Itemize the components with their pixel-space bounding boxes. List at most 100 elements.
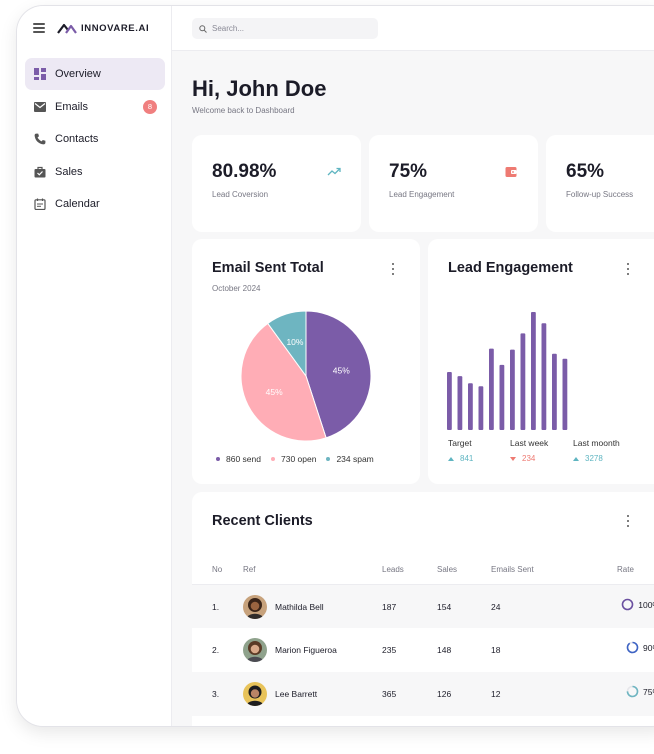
bar: [468, 383, 473, 430]
sidebar-item-sales[interactable]: Sales: [25, 156, 165, 188]
pie-slice: [305, 310, 372, 439]
rate-cell: 90%: [626, 641, 654, 654]
stat-value: 65%: [566, 161, 605, 182]
sidebar-item-label: Overview: [55, 68, 101, 80]
stat-label: Last week: [510, 438, 549, 448]
bar: [552, 353, 557, 430]
rate-value: 90%: [642, 642, 654, 653]
sidebar-nav: Overview Emails 8 Contacts Sales: [25, 58, 165, 221]
stat-value: 841: [448, 454, 473, 463]
bar: [499, 364, 505, 430]
engagement-stat-last-month: Last moonth 3278: [573, 438, 620, 463]
bar-chart: [447, 312, 568, 430]
sidebar-item-label: Sales: [55, 165, 83, 178]
search-input[interactable]: [212, 24, 372, 33]
page-subtitle: Welcome back to Dashboard: [192, 106, 295, 115]
bar: [447, 372, 452, 430]
stat-number: 234: [522, 454, 536, 463]
sales-cell: 154: [437, 602, 452, 612]
pie-slice-label: 45%: [333, 365, 350, 375]
card-title: Email Sent Total: [212, 260, 324, 276]
engagement-stat-target: Target 841: [448, 438, 473, 463]
more-options-icon[interactable]: [625, 262, 631, 276]
stat-label: Target: [448, 438, 472, 448]
bar: [489, 348, 494, 430]
pie-slice: [240, 322, 327, 442]
column-header-ref: Ref: [243, 565, 256, 574]
sidebar-item-contacts[interactable]: Contacts: [25, 123, 165, 155]
more-options-icon[interactable]: [390, 262, 396, 276]
sidebar-item-overview[interactable]: Overview: [25, 58, 165, 90]
legend-label: 860 send: [226, 454, 261, 464]
trending-up-icon: [327, 165, 341, 179]
card-subtitle: October 2024: [212, 284, 261, 293]
wallet-icon: [504, 165, 518, 179]
rate-value: 100%: [638, 599, 654, 610]
bar: [541, 323, 547, 430]
stat-card-follow-up: 65% Follow-up Success: [546, 135, 654, 232]
shopping-bag-icon: [34, 166, 46, 178]
stat-card-lead-conversion: 80.98% Lead Coversion: [192, 135, 361, 232]
sidebar-item-calendar[interactable]: Calendar: [25, 188, 165, 220]
pie-slice: [267, 310, 307, 378]
engagement-stat-last-week: Last week 234: [510, 438, 548, 463]
column-header-leads: Leads: [382, 565, 404, 574]
legend-swatch: [326, 457, 331, 461]
sidebar-item-label: Contacts: [55, 133, 99, 145]
table-row[interactable]: 2. Marion Figueroa 235 148 18 90%: [192, 628, 654, 672]
stat-label: Lead Engagement: [389, 190, 455, 199]
stat-number: 3278: [585, 454, 603, 463]
emails-cell: 24: [491, 602, 501, 612]
sidebar-item-label: Emails: [55, 100, 89, 113]
stat-value: 75%: [389, 161, 428, 182]
page-title: Hi, John Doe: [192, 76, 327, 101]
chart-legend: 860 send 730 open 234 spam: [216, 454, 384, 464]
search-box[interactable]: [192, 18, 378, 39]
row-number: 1.: [212, 602, 220, 612]
legend-swatch: [270, 457, 275, 461]
bar: [520, 333, 526, 430]
table-row[interactable]: 1. Mathilda Bell 187 154 24 100%: [192, 584, 654, 628]
stat-card-lead-engagement: 75% Lead Engagement: [369, 135, 538, 232]
rate-ring-icon: [626, 641, 639, 654]
hamburger-menu-icon[interactable]: [33, 23, 45, 33]
legend-item: 860 send: [216, 454, 261, 464]
search-icon: [199, 24, 207, 33]
sidebar: INNOVARE.AI Overview Emails 8 Conta: [17, 6, 172, 726]
bar: [510, 349, 515, 430]
legend-label: 730 open: [280, 454, 317, 464]
recent-clients-card: Recent Clients No Ref Leads Sales Emails…: [192, 492, 654, 726]
leads-cell: 235: [382, 645, 397, 655]
column-header-emails-sent: Emails Sent: [491, 565, 534, 574]
client-name: Mathilda Bell: [275, 602, 324, 612]
calendar-icon: [34, 198, 46, 210]
brand-name: INNOVARE.AI: [81, 22, 150, 34]
sidebar-item-label: Calendar: [55, 198, 100, 210]
table-row[interactable]: 3. Lee Barrett 365 126 12 75%: [192, 672, 654, 716]
phone-icon: [34, 133, 46, 145]
avatar: [243, 682, 267, 706]
app-window: INNOVARE.AI Overview Emails 8 Conta: [17, 6, 654, 726]
rate-cell: 75%: [626, 685, 654, 698]
bar: [531, 312, 536, 430]
sidebar-item-emails[interactable]: Emails 8: [25, 91, 165, 123]
mountain-logo-icon: [57, 23, 77, 34]
mail-icon: [34, 101, 46, 113]
leads-cell: 187: [382, 602, 397, 612]
sales-cell: 126: [437, 689, 452, 699]
sales-cell: 148: [437, 645, 452, 655]
more-options-icon[interactable]: [625, 514, 631, 528]
pie-chart: 45% 45% 10%: [240, 310, 372, 442]
bar: [562, 358, 568, 430]
rate-value: 75%: [642, 686, 654, 697]
brand: INNOVARE.AI: [33, 22, 149, 34]
avatar: [243, 595, 267, 619]
card-title: Recent Clients: [212, 513, 313, 529]
rate-ring-icon: [626, 685, 639, 698]
top-bar: [172, 6, 654, 51]
stat-value: 234: [510, 454, 548, 463]
rate-ring-icon: [621, 598, 634, 611]
dashboard-grid-icon: [34, 68, 46, 80]
legend-item: 234 spam: [326, 454, 374, 464]
stat-label: Lead Coversion: [212, 190, 269, 199]
